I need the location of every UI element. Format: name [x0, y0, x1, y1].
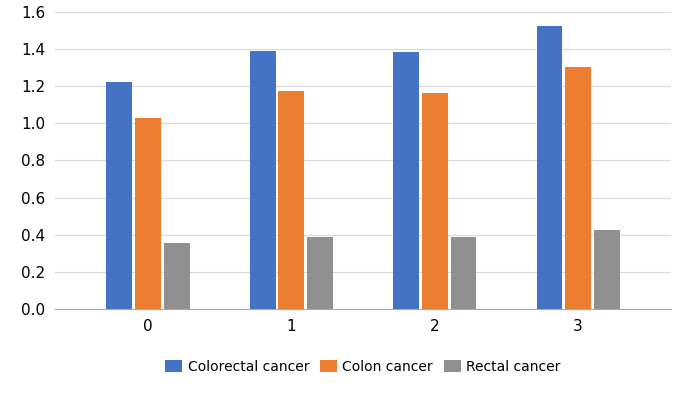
Bar: [106, 82, 132, 309]
Bar: [594, 230, 620, 309]
Bar: [536, 26, 562, 309]
Bar: [307, 238, 333, 309]
Bar: [250, 51, 275, 309]
Bar: [565, 67, 591, 309]
Bar: [135, 118, 161, 309]
Bar: [422, 93, 447, 309]
Bar: [451, 238, 476, 309]
Bar: [279, 91, 304, 309]
Bar: [164, 243, 190, 309]
Bar: [393, 52, 419, 309]
Legend: Colorectal cancer, Colon cancer, Rectal cancer: Colorectal cancer, Colon cancer, Rectal …: [160, 354, 566, 379]
